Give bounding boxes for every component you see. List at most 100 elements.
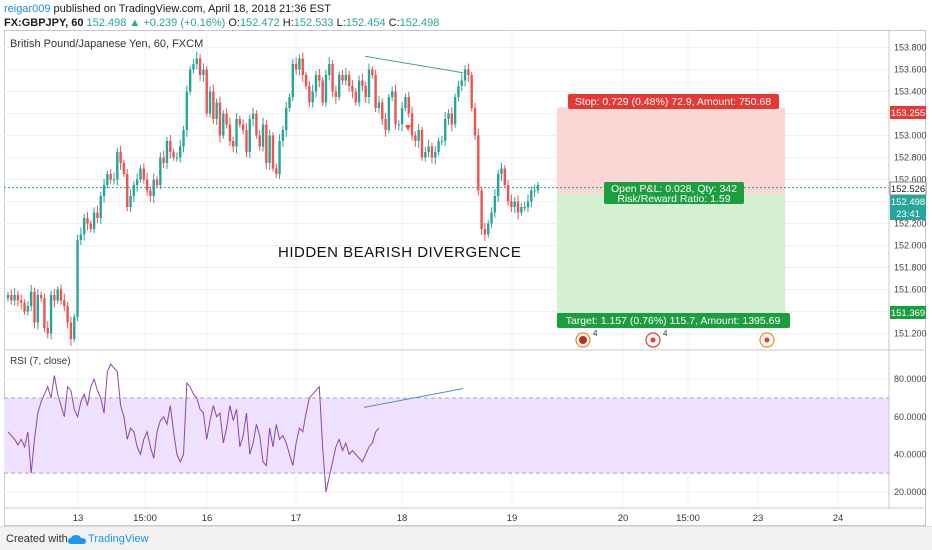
candle [159,152,162,190]
candle [533,184,536,198]
candle [331,59,334,98]
candle [205,66,208,117]
candle [36,289,40,330]
candle [20,294,23,310]
candle [46,321,49,339]
candle [251,107,255,126]
candle [281,125,285,147]
down-arrow-marker [405,125,411,131]
risk-reward-label: Risk/Reward Ratio: 1.59 [617,193,730,205]
close-value: 152.498 [399,17,440,29]
candle [79,227,83,246]
candle [410,106,414,141]
price-tick-label: 152.800 [894,153,927,163]
stop-label-bg [568,94,779,109]
candle [59,284,63,305]
candles [6,51,540,346]
candle [288,93,291,112]
candle [427,139,430,158]
time-tick-label: 23 [753,513,764,524]
candle [92,207,96,234]
candle [195,51,198,70]
price-tick-label: 151.600 [894,285,927,295]
stop-price-tag-text: 153.255 [891,108,925,119]
candle [49,290,53,340]
stop-label: Stop: 0.729 (0.48%) 72.9, Amount: 750.68 [575,96,771,108]
candle [304,71,308,90]
time-tick-label: 15:00 [133,513,157,524]
candle [122,159,126,178]
candle [248,114,251,158]
candle [520,203,523,216]
economic-event-jp-2[interactable] [759,332,775,348]
candle [394,84,397,130]
chart-title: British Pound/Japanese Yen, 60, FXCM [10,38,203,50]
current-price-tag-text: 152.526 [891,184,925,195]
rsi-tick-label: 80.0000 [894,374,927,384]
candle [487,220,490,238]
candle [145,172,149,196]
candle [275,163,278,179]
pnl-label: Open P&L: 0.028, Qty: 342 [611,183,737,195]
price-tick-label: 151.800 [894,263,927,273]
candle [29,284,33,312]
candle [10,289,13,305]
candle [308,80,311,107]
candle [222,110,225,139]
bid-price-tag [890,195,926,208]
candle [400,102,404,132]
candle [477,128,480,196]
candle [6,291,10,302]
candle [13,288,16,306]
candle [132,180,136,202]
rsi-tick-label: 60.0000 [894,412,927,422]
rsi-band [4,397,889,474]
open-value: 152.472 [239,17,280,29]
candle [390,86,394,102]
candle [294,57,298,75]
divergence-line-price [364,55,464,74]
candle [86,212,89,231]
price-tick-label: 153.600 [894,65,927,75]
publish-info: published on TradingView.com, April 18, … [53,3,331,15]
candle [188,66,192,95]
candle [351,80,354,99]
author-link[interactable]: reigar009 [4,3,51,15]
candle [318,69,321,88]
candle [212,84,215,125]
time-tick-label: 17 [291,513,302,524]
candle [470,71,473,112]
candle [179,139,182,163]
economic-event-jp[interactable]: 4 [645,329,668,348]
candle [162,150,165,169]
time-tag [890,208,926,220]
candle [510,194,513,213]
stop-zone [557,107,785,194]
candle [232,136,235,153]
target-zone [557,193,785,315]
candle [69,316,73,346]
tradingview-link[interactable]: TradingView [88,533,149,545]
created-with-label: Created with [6,533,68,545]
candle [116,147,119,186]
high-value: 152.533 [293,17,334,29]
low-value: 152.454 [345,17,386,29]
candle [321,77,324,106]
candle [235,113,238,154]
candle [361,73,364,92]
candle [271,132,275,172]
candle [467,63,470,82]
candle [417,124,420,148]
economic-event-uk[interactable]: 4 [575,329,598,348]
rsi-tick-label: 20.0000 [894,487,927,497]
candle [404,93,407,112]
price-tick-label: 153.400 [894,87,927,97]
divergence-annotation: HIDDEN BEARISH DIVERGENCE [278,244,521,261]
candle [357,75,361,107]
candle [447,109,450,125]
candle [371,66,374,79]
candle [198,54,202,81]
candle [218,96,222,143]
time-tick-label: 19 [507,513,518,524]
